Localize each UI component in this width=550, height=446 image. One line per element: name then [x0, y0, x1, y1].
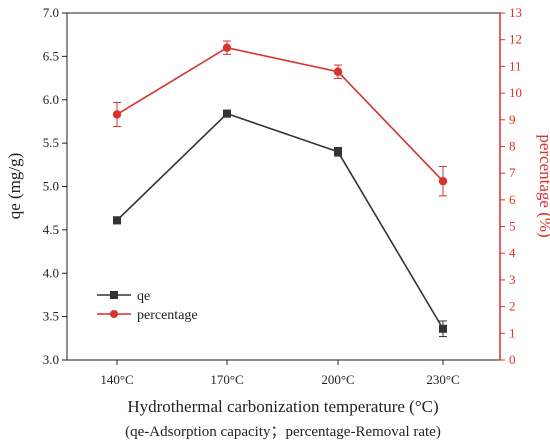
- left-tick-label: 5.0: [43, 179, 59, 194]
- data-point-percentage: [222, 43, 232, 52]
- data-point-qe: [439, 324, 447, 333]
- right-tick-label: 12: [509, 32, 522, 47]
- left-axis-ticks: 3.0 3.5 4.0 4.5 5.0 5.5 6.0 6.5 7.0: [43, 5, 67, 367]
- x-axis-label: Hydrothermal carbonization temperature (…: [127, 397, 438, 416]
- right-tick-label: 0: [509, 352, 516, 367]
- right-tick-label: 13: [509, 5, 522, 20]
- chart-caption: (qe-Adsorption capacity；percentage-Remov…: [125, 424, 441, 440]
- data-point-percentage: [112, 110, 122, 119]
- right-tick-label: 10: [509, 85, 522, 100]
- right-tick-label: 7: [509, 165, 516, 180]
- legend: qe percentage: [97, 289, 198, 323]
- legend-percentage-label: percentage: [137, 308, 198, 323]
- left-tick-label: 3.0: [43, 352, 59, 367]
- right-tick-label: 11: [509, 58, 522, 73]
- left-tick-label: 4.5: [43, 222, 59, 237]
- y-axis-right-label: percentage (%): [536, 134, 550, 237]
- y-axis-left-label: qe (mg/g): [5, 153, 24, 220]
- x-axis-ticks: 140°C 170°C 200°C 230°C: [100, 360, 460, 387]
- right-tick-label: 5: [509, 219, 516, 234]
- data-point-percentage: [438, 176, 448, 186]
- series-line-percentage: [116, 46, 444, 182]
- x-tick-label: 140°C: [100, 372, 133, 387]
- data-point-qe: [223, 109, 231, 118]
- legend-qe-marker: [110, 291, 118, 299]
- left-tick-label: 7.0: [43, 5, 59, 20]
- data-point-qe: [334, 147, 342, 156]
- x-tick-label: 200°C: [321, 372, 354, 387]
- right-tick-label: 3: [509, 272, 516, 287]
- series-line-qe: [116, 112, 444, 330]
- right-tick-label: 2: [509, 299, 516, 314]
- left-tick-label: 5.5: [43, 135, 59, 150]
- right-tick-label: 9: [509, 112, 516, 127]
- right-tick-label: 4: [509, 245, 516, 260]
- left-tick-label: 6.5: [43, 48, 59, 63]
- left-tick-label: 3.5: [43, 309, 59, 324]
- right-tick-label: 8: [509, 138, 516, 153]
- right-tick-label: 6: [509, 192, 516, 207]
- x-tick-label: 230°C: [426, 372, 459, 387]
- left-tick-label: 6.0: [43, 92, 59, 107]
- series-layer: [112, 40, 448, 338]
- data-point-qe: [113, 216, 121, 225]
- legend-qe-label: qe: [137, 289, 150, 304]
- x-tick-label: 170°C: [210, 372, 243, 387]
- data-point-percentage: [333, 67, 343, 76]
- right-tick-label: 1: [509, 325, 516, 340]
- plot-frame: [66, 12, 501, 361]
- legend-percentage-marker: [110, 310, 118, 318]
- left-tick-label: 4.0: [43, 265, 59, 280]
